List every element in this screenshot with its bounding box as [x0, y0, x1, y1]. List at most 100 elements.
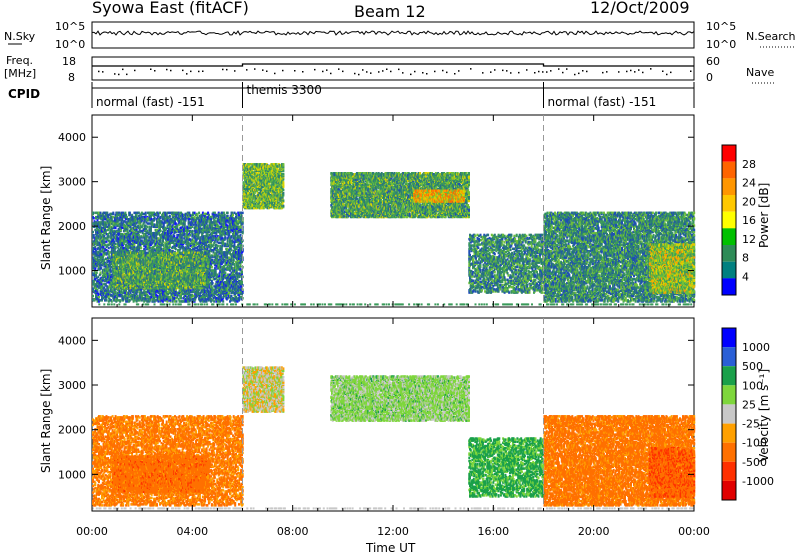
- nave-point: [446, 72, 448, 74]
- power-point: [197, 214, 199, 217]
- power-point: [124, 212, 126, 215]
- nave-point: [434, 71, 436, 73]
- nsky-label: N.Sky: [4, 30, 36, 43]
- nave-point: [666, 74, 668, 76]
- nave-point: [402, 72, 404, 74]
- nave-point: [354, 73, 356, 75]
- nave-point: [526, 69, 528, 71]
- power-point: [156, 220, 158, 223]
- nave-point: [370, 72, 372, 74]
- power-point: [195, 223, 197, 226]
- freq-tick-top: 18: [62, 55, 76, 68]
- nave-point: [582, 70, 584, 72]
- power-point: [93, 212, 95, 215]
- freq-label-1: Freq.: [6, 54, 33, 67]
- power-point: [93, 217, 95, 220]
- power-point: [194, 212, 196, 215]
- nave-point: [510, 72, 512, 74]
- nave-point: [378, 71, 380, 73]
- nave-point: [330, 73, 332, 75]
- nave-point: [670, 72, 672, 74]
- nave-point: [506, 70, 508, 72]
- nave-label: Nave: [746, 66, 774, 79]
- nave-point: [342, 71, 344, 73]
- power-point: [188, 212, 190, 215]
- nave-point: [98, 71, 100, 73]
- nsky-line: [92, 31, 694, 35]
- nsearch-tick-top: 10^5: [706, 20, 736, 33]
- power-point: [169, 246, 171, 249]
- power-point: [136, 291, 138, 294]
- power-point: [181, 236, 183, 239]
- nave-point: [234, 70, 236, 72]
- power-point: [92, 295, 94, 298]
- power-point: [100, 212, 102, 215]
- power-point: [159, 212, 161, 215]
- power-point: [106, 299, 108, 302]
- nsearch-label: N.Search: [746, 30, 796, 43]
- power-point: [127, 227, 129, 230]
- nave-point: [690, 71, 692, 73]
- power-point: [115, 291, 117, 294]
- power-point: [146, 226, 148, 229]
- nave-point: [322, 71, 324, 73]
- power-point: [136, 295, 138, 298]
- nave-point: [274, 73, 276, 75]
- nave-point: [626, 71, 628, 73]
- nave-point: [630, 70, 632, 72]
- power-point: [100, 271, 102, 274]
- nave-point: [634, 71, 636, 73]
- power-point: [93, 234, 95, 237]
- nave-point: [502, 70, 504, 72]
- power-point: [115, 227, 117, 230]
- nave-point: [338, 68, 340, 70]
- nave-point: [122, 69, 124, 71]
- power-point: [111, 288, 113, 291]
- nave-point: [642, 72, 644, 74]
- power-point: [175, 248, 177, 251]
- nave-point: [226, 69, 228, 71]
- freq-tick-bottom: 8: [68, 71, 75, 84]
- power-point: [138, 212, 140, 215]
- freq-trace: [92, 64, 694, 75]
- freq-strip-frame: [92, 57, 694, 80]
- nave-point: [422, 72, 424, 74]
- nave-point: [266, 71, 268, 73]
- nave-point: [470, 68, 472, 70]
- freq-line: [92, 64, 694, 66]
- nave-point: [366, 71, 368, 73]
- power-point: [180, 297, 182, 300]
- nave-point: [114, 73, 116, 75]
- power-point: [172, 300, 174, 303]
- nave-point: [574, 74, 576, 76]
- nsearch-tick-bottom: 10^0: [706, 38, 736, 51]
- power-point: [189, 234, 191, 237]
- nave-point: [102, 71, 104, 73]
- power-point: [96, 271, 98, 274]
- nave-point: [222, 69, 224, 71]
- nave-point: [326, 69, 328, 71]
- nave-point: [638, 69, 640, 71]
- power-point: [94, 246, 96, 249]
- nave-point: [558, 68, 560, 70]
- nave-point: [562, 72, 564, 74]
- power-point: [162, 239, 164, 242]
- power-point: [112, 212, 114, 215]
- nsky-tick-bottom: 10^0: [55, 38, 85, 51]
- cpid-segment-label: themis 3300: [247, 83, 322, 97]
- nave-point: [126, 74, 128, 76]
- power-point: [106, 212, 108, 215]
- date-title: 12/Oct/2009: [590, 0, 690, 17]
- cpid-segment-label: normal (fast) -151: [96, 95, 205, 109]
- nave-point: [190, 71, 192, 73]
- power-point: [119, 299, 121, 302]
- freq-label-2: [MHz]: [4, 67, 36, 80]
- nave-point: [150, 69, 152, 71]
- nave-point: [606, 71, 608, 73]
- nave-point: [398, 69, 400, 71]
- nave-point: [254, 68, 256, 70]
- nave-point: [542, 71, 544, 73]
- nave-point: [362, 69, 364, 71]
- nave-point: [202, 71, 204, 73]
